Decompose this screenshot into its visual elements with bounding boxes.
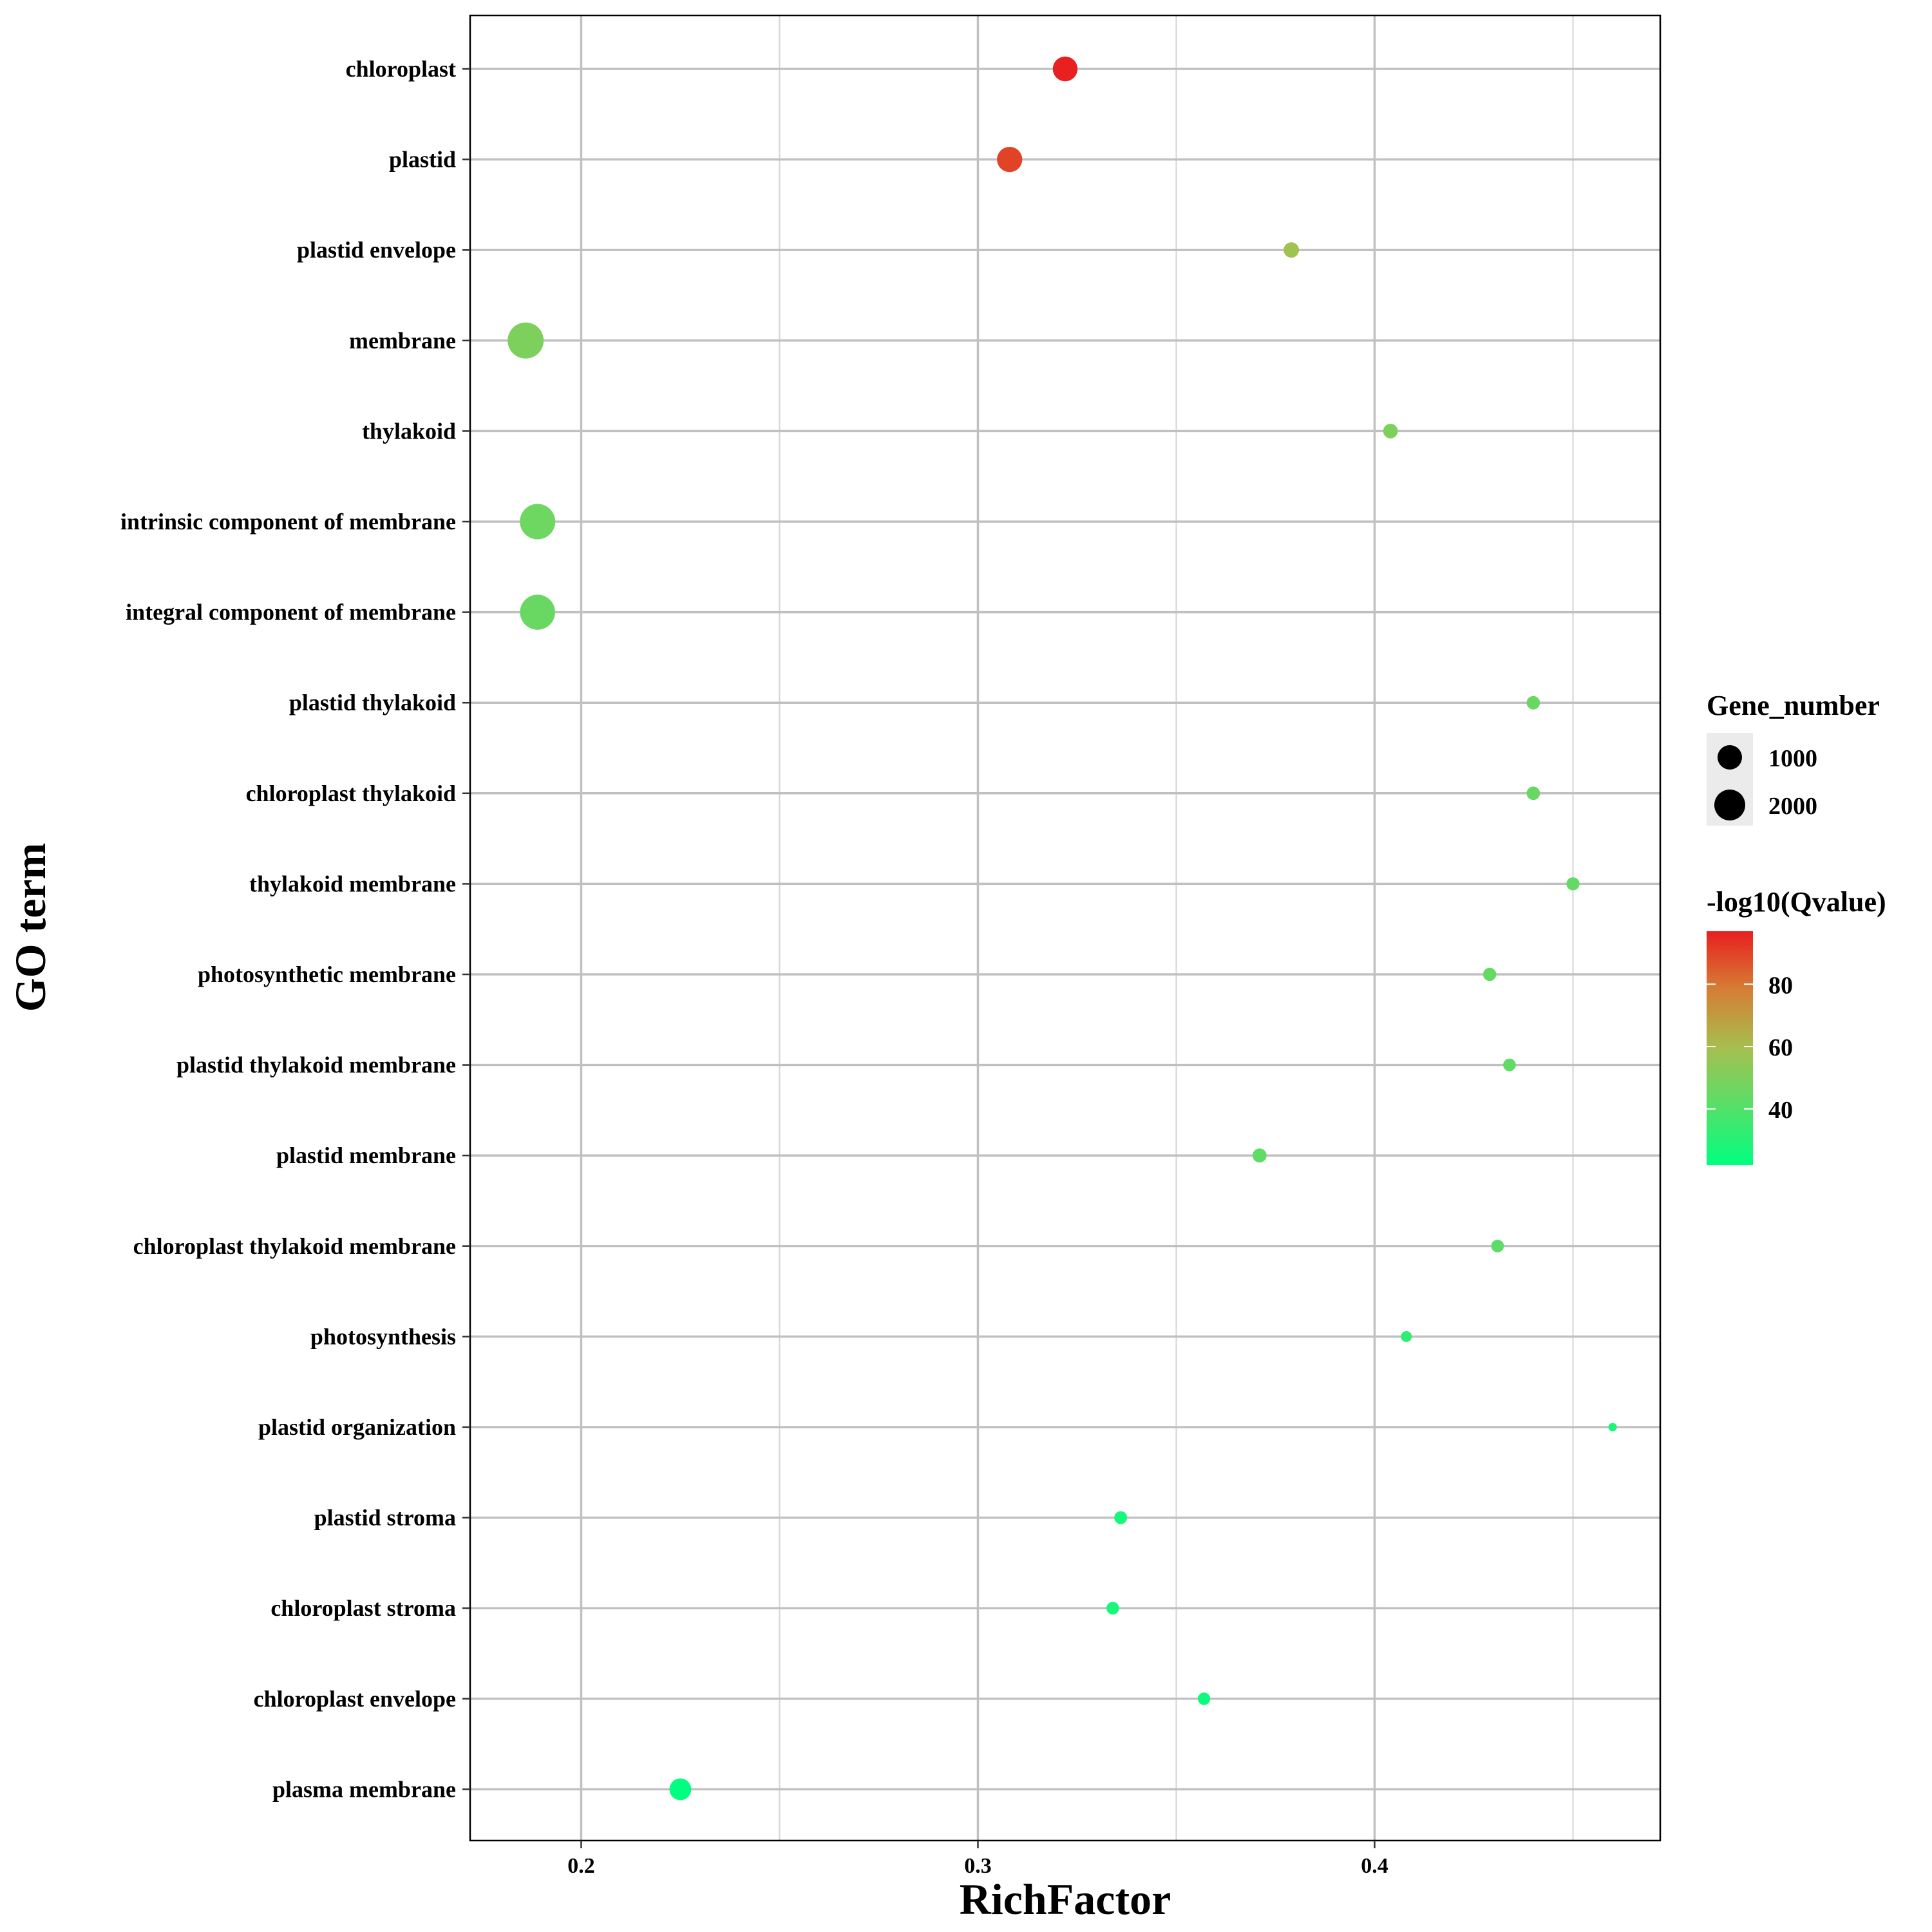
data-point	[1503, 1058, 1516, 1072]
data-point	[1252, 1148, 1267, 1163]
data-point	[1401, 1331, 1412, 1342]
color-legend-label: 60	[1768, 1034, 1793, 1061]
grid-layer	[470, 15, 1660, 1841]
size-legend-label-2000: 2000	[1768, 793, 1817, 820]
y-tick-label: plasma membrane	[272, 1776, 456, 1802]
color-legend-bar	[1707, 931, 1753, 1165]
data-point	[520, 504, 556, 540]
x-axis-title: RichFactor	[960, 1875, 1171, 1924]
data-point	[507, 322, 544, 359]
data-point	[997, 146, 1023, 173]
x-axis-ticks: 0.2 0.3 0.4	[567, 1841, 1388, 1878]
y-tick-label: integral component of membrane	[126, 600, 456, 625]
data-point	[1052, 56, 1078, 82]
data-point	[1114, 1511, 1128, 1524]
size-legend-key-2000	[1714, 790, 1745, 820]
color-legend-title: -log10(Qvalue)	[1707, 886, 1886, 918]
y-axis-labels: chloroplast plastid plastid envelope membra…	[120, 56, 470, 1802]
data-point	[1566, 877, 1580, 891]
points-layer	[507, 56, 1617, 1801]
y-tick-label: thylakoid	[362, 418, 456, 444]
size-legend-title: Gene_number	[1707, 690, 1880, 721]
y-tick-label: chloroplast	[346, 56, 456, 82]
data-point	[1283, 242, 1300, 258]
y-tick-label: plastid stroma	[314, 1505, 456, 1531]
data-point	[520, 594, 555, 630]
color-legend: -log10(Qvalue) 80 60 40	[1707, 886, 1886, 1165]
plot-panel-background	[470, 15, 1660, 1841]
size-legend-key-1000	[1718, 745, 1742, 770]
y-tick-label: chloroplast stroma	[270, 1595, 456, 1621]
y-tick-label: plastid envelope	[297, 237, 456, 263]
data-point	[1383, 424, 1398, 439]
y-tick-label: plastid thylakoid	[289, 690, 456, 715]
color-legend-label: 40	[1768, 1097, 1793, 1124]
data-point	[1482, 967, 1497, 981]
y-tick-label: intrinsic component of membrane	[120, 509, 456, 535]
y-tick-label: plastid thylakoid membrane	[176, 1052, 456, 1078]
y-tick-label: chloroplast thylakoid	[246, 781, 456, 806]
x-tick-label: 0.3	[964, 1854, 992, 1878]
y-tick-label: chloroplast envelope	[254, 1686, 456, 1712]
data-point	[1526, 696, 1540, 710]
x-tick-label: 0.4	[1361, 1854, 1388, 1878]
data-point	[1608, 1423, 1617, 1432]
y-axis-title: GO term	[6, 843, 55, 1012]
y-tick-label: chloroplast thylakoid membrane	[133, 1233, 456, 1259]
color-legend-label: 80	[1768, 972, 1793, 999]
y-tick-label: plastid organization	[258, 1414, 456, 1440]
y-tick-label: thylakoid membrane	[249, 871, 456, 896]
data-point	[1491, 1239, 1504, 1253]
color-legend-ticks: 80 60 40	[1707, 972, 1793, 1124]
y-tick-label: photosynthetic membrane	[198, 961, 456, 987]
y-tick-label: membrane	[349, 328, 456, 354]
size-legend-label-1000: 1000	[1768, 745, 1817, 772]
data-point	[1106, 1602, 1119, 1615]
size-legend: Gene_number 1000 2000	[1707, 690, 1880, 826]
data-point	[669, 1778, 692, 1801]
plot-panel-border	[469, 14, 1662, 1842]
y-tick-label: plastid membrane	[276, 1142, 456, 1168]
y-tick-label: plastid	[389, 147, 456, 173]
x-tick-label: 0.2	[567, 1854, 595, 1878]
y-tick-label: photosynthesis	[310, 1323, 456, 1349]
data-point	[1197, 1692, 1211, 1705]
data-point	[1526, 786, 1540, 800]
